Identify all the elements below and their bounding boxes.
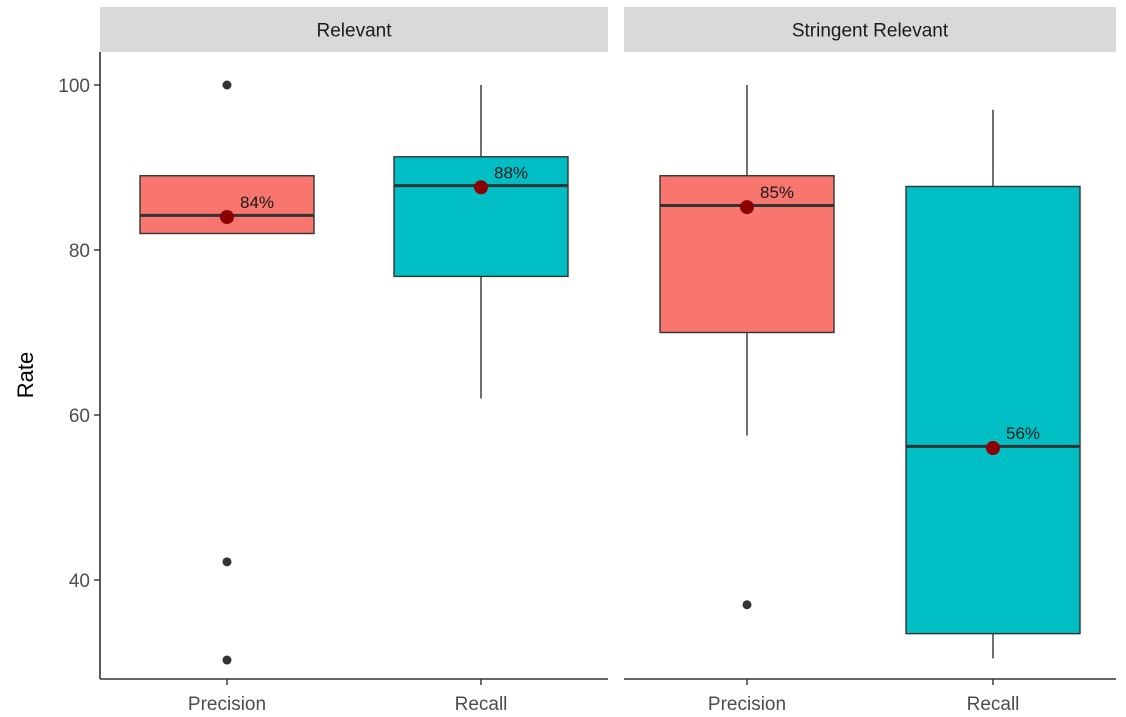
outlier-point	[222, 655, 232, 665]
mean-point	[986, 441, 1000, 455]
panel-1: Relevant 40 60 80 100 Precision 84% Recall 88%	[58, 7, 608, 715]
panel-title: Stringent Relevant	[792, 21, 949, 42]
outlier-point	[742, 600, 752, 610]
x-tick-label: Recall	[967, 694, 1020, 715]
x-tick-label: Precision	[708, 694, 786, 715]
box-rect	[393, 156, 569, 278]
y-tick-label: 100	[58, 76, 90, 97]
outlier-point	[222, 557, 232, 567]
panel-title: Relevant	[317, 21, 393, 42]
mean-point	[474, 180, 488, 195]
box-recall: Recall 56%	[905, 109, 1081, 715]
panel-strip	[624, 7, 1116, 52]
outlier-point	[222, 80, 232, 90]
mean-label: 88%	[494, 163, 528, 182]
y-tick-label: 60	[69, 406, 90, 427]
panels-layer: Relevant 40 60 80 100 Precision 84% Recall 88% St…	[58, 7, 1116, 715]
y-axis-label: Rate	[13, 352, 38, 398]
mean-label: 56%	[1006, 424, 1040, 443]
box-rect	[139, 175, 315, 235]
mean-label: 85%	[760, 183, 794, 202]
mean-point	[220, 210, 234, 224]
box-precision: Precision 84%	[139, 80, 315, 715]
x-tick-label: Recall	[455, 694, 508, 715]
box-recall: Recall 88%	[393, 85, 569, 715]
box-precision: Precision 85%	[659, 85, 835, 715]
mean-point	[740, 200, 754, 215]
box-rect	[905, 185, 1081, 635]
panel-2: Stringent Relevant Precision 85% Recall 56%	[624, 7, 1116, 715]
y-tick-label: 40	[69, 571, 90, 592]
box-rect	[659, 175, 835, 334]
x-tick-label: Precision	[188, 694, 266, 715]
y-tick-label: 80	[69, 241, 90, 262]
mean-label: 84%	[240, 193, 274, 212]
panel-strip	[100, 7, 608, 52]
